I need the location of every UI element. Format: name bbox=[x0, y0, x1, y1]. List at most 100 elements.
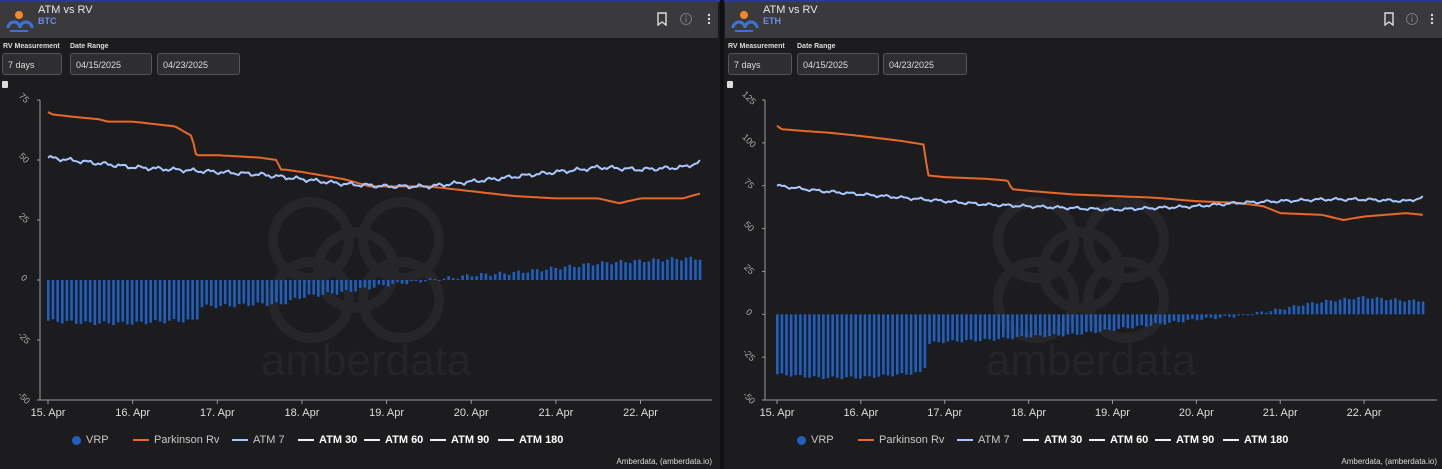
legend-item-atm-30[interactable]: ATM 30 bbox=[1023, 434, 1082, 446]
legend-item-atm-180[interactable]: ATM 180 bbox=[498, 434, 563, 446]
vrp-bar bbox=[1357, 297, 1360, 315]
vrp-bar bbox=[377, 280, 381, 285]
vrp-bar bbox=[1020, 314, 1024, 336]
vrp-bar bbox=[275, 280, 278, 303]
vrp-bar bbox=[577, 267, 581, 280]
legend-label: ATM 30 bbox=[1044, 434, 1083, 447]
vrp-bar bbox=[914, 314, 917, 373]
vrp-bar bbox=[1200, 314, 1203, 320]
vrp-bar bbox=[946, 314, 950, 342]
vrp-bar bbox=[812, 314, 816, 377]
btc-panel: ATM vs RV BTC RV Measurement Date Range … bbox=[0, 2, 718, 469]
vrp-bar bbox=[456, 278, 460, 280]
bookmark-icon[interactable] bbox=[655, 12, 669, 26]
rv-measurement-select[interactable]: 7 days bbox=[728, 53, 792, 75]
x-tick-label: 19. Apr bbox=[1095, 407, 1130, 419]
rv-measurement-select[interactable]: 7 days bbox=[2, 53, 62, 75]
legend-item-atm-7[interactable]: ATM 7 bbox=[232, 434, 285, 446]
y-tick-label: 25 bbox=[742, 262, 756, 276]
vrp-bar bbox=[182, 280, 185, 323]
vrp-bar bbox=[863, 314, 867, 377]
vrp-bar bbox=[1062, 314, 1065, 337]
chart-menu-icon[interactable] bbox=[727, 81, 733, 88]
vrp-bar bbox=[1324, 299, 1328, 315]
watermark-ring bbox=[1038, 227, 1124, 313]
date-to-input[interactable]: 04/23/2025 bbox=[157, 53, 240, 75]
info-icon[interactable] bbox=[679, 12, 693, 26]
more-menu-icon[interactable] bbox=[1425, 12, 1439, 26]
vrp-bar bbox=[340, 280, 343, 292]
vrp-bar bbox=[1366, 298, 1370, 315]
watermark-ring bbox=[268, 197, 354, 283]
legend-item-atm-60[interactable]: ATM 60 bbox=[364, 434, 423, 446]
legend-swatch bbox=[364, 439, 380, 442]
y-tick-label: -50 bbox=[16, 390, 32, 406]
vrp-bar bbox=[442, 278, 446, 280]
legend-item-atm-30[interactable]: ATM 30 bbox=[298, 434, 357, 446]
x-tick-label: 17. Apr bbox=[927, 407, 962, 419]
info-icon[interactable] bbox=[1405, 12, 1419, 26]
vrp-bar bbox=[900, 314, 904, 374]
vrp-bar bbox=[582, 263, 585, 280]
chart-menu-icon[interactable] bbox=[2, 81, 8, 88]
vrp-bar bbox=[1361, 296, 1365, 315]
legend-label: Parkinson Rv bbox=[154, 434, 220, 447]
vrp-bar bbox=[479, 273, 483, 280]
vrp-bar bbox=[251, 280, 255, 306]
legend-item-parkinson-rv[interactable]: Parkinson Rv bbox=[858, 434, 944, 446]
vrp-bar bbox=[1154, 314, 1157, 324]
vrp-bar bbox=[1301, 305, 1305, 315]
legend-swatch bbox=[430, 439, 446, 442]
legend-item-vrp[interactable]: VRP bbox=[72, 434, 109, 446]
vrp-bar bbox=[1195, 314, 1199, 321]
vrp-bar bbox=[1375, 296, 1379, 315]
vrp-bar bbox=[493, 274, 497, 280]
x-tick-label: 22. Apr bbox=[1347, 407, 1382, 419]
legend-swatch bbox=[232, 439, 248, 442]
vrp-bar bbox=[1292, 305, 1296, 315]
vrp-bar bbox=[172, 280, 176, 320]
legend-item-atm-60[interactable]: ATM 60 bbox=[1089, 434, 1148, 446]
chart-credit: Amberdata, (amberdata.io) bbox=[1341, 457, 1437, 466]
legend-item-atm-7[interactable]: ATM 7 bbox=[957, 434, 1010, 446]
legend-item-vrp[interactable]: VRP bbox=[797, 434, 834, 446]
vrp-bar bbox=[121, 280, 125, 322]
vrp-bar bbox=[1149, 314, 1153, 326]
more-menu-icon[interactable] bbox=[702, 12, 716, 26]
vrp-bar bbox=[405, 280, 409, 285]
date-to-input[interactable]: 04/23/2025 bbox=[883, 53, 967, 75]
vrp-bar bbox=[642, 262, 646, 280]
vrp-bar bbox=[937, 314, 941, 343]
vrp-bar bbox=[978, 314, 982, 342]
legend-swatch bbox=[498, 439, 514, 442]
vrp-bar bbox=[433, 278, 437, 280]
legend-item-atm-180[interactable]: ATM 180 bbox=[1223, 434, 1288, 446]
x-tick-label: 21. Apr bbox=[1263, 407, 1298, 419]
vrp-bar bbox=[808, 314, 811, 378]
vrp-bar bbox=[335, 280, 339, 295]
vrp-bar bbox=[205, 280, 208, 305]
legend-item-parkinson-rv[interactable]: Parkinson Rv bbox=[133, 434, 219, 446]
vrp-bar bbox=[1352, 299, 1356, 315]
bookmark-icon[interactable] bbox=[1382, 12, 1396, 26]
rv-measurement-label: RV Measurement bbox=[728, 43, 785, 50]
vrp-bar bbox=[47, 280, 50, 321]
vrp-bar bbox=[826, 314, 830, 378]
vrp-bar bbox=[158, 280, 162, 322]
vrp-bar bbox=[130, 280, 134, 325]
vrp-bar bbox=[1380, 298, 1383, 315]
date-from-input[interactable]: 04/15/2025 bbox=[797, 53, 879, 75]
vrp-bar bbox=[1034, 314, 1037, 336]
vrp-bar bbox=[298, 280, 301, 299]
vrp-bar bbox=[1168, 314, 1171, 323]
vrp-bar bbox=[1071, 314, 1074, 334]
legend-item-atm-90[interactable]: ATM 90 bbox=[1155, 434, 1214, 446]
vrp-bar bbox=[507, 274, 511, 280]
vrp-bar bbox=[1094, 314, 1097, 334]
vrp-bar bbox=[247, 280, 250, 307]
vrp-bar bbox=[942, 314, 945, 344]
vrp-bar bbox=[854, 314, 858, 379]
legend-item-atm-90[interactable]: ATM 90 bbox=[430, 434, 489, 446]
date-from-input[interactable]: 04/15/2025 bbox=[70, 53, 152, 75]
x-tick-label: 20. Apr bbox=[454, 407, 489, 419]
